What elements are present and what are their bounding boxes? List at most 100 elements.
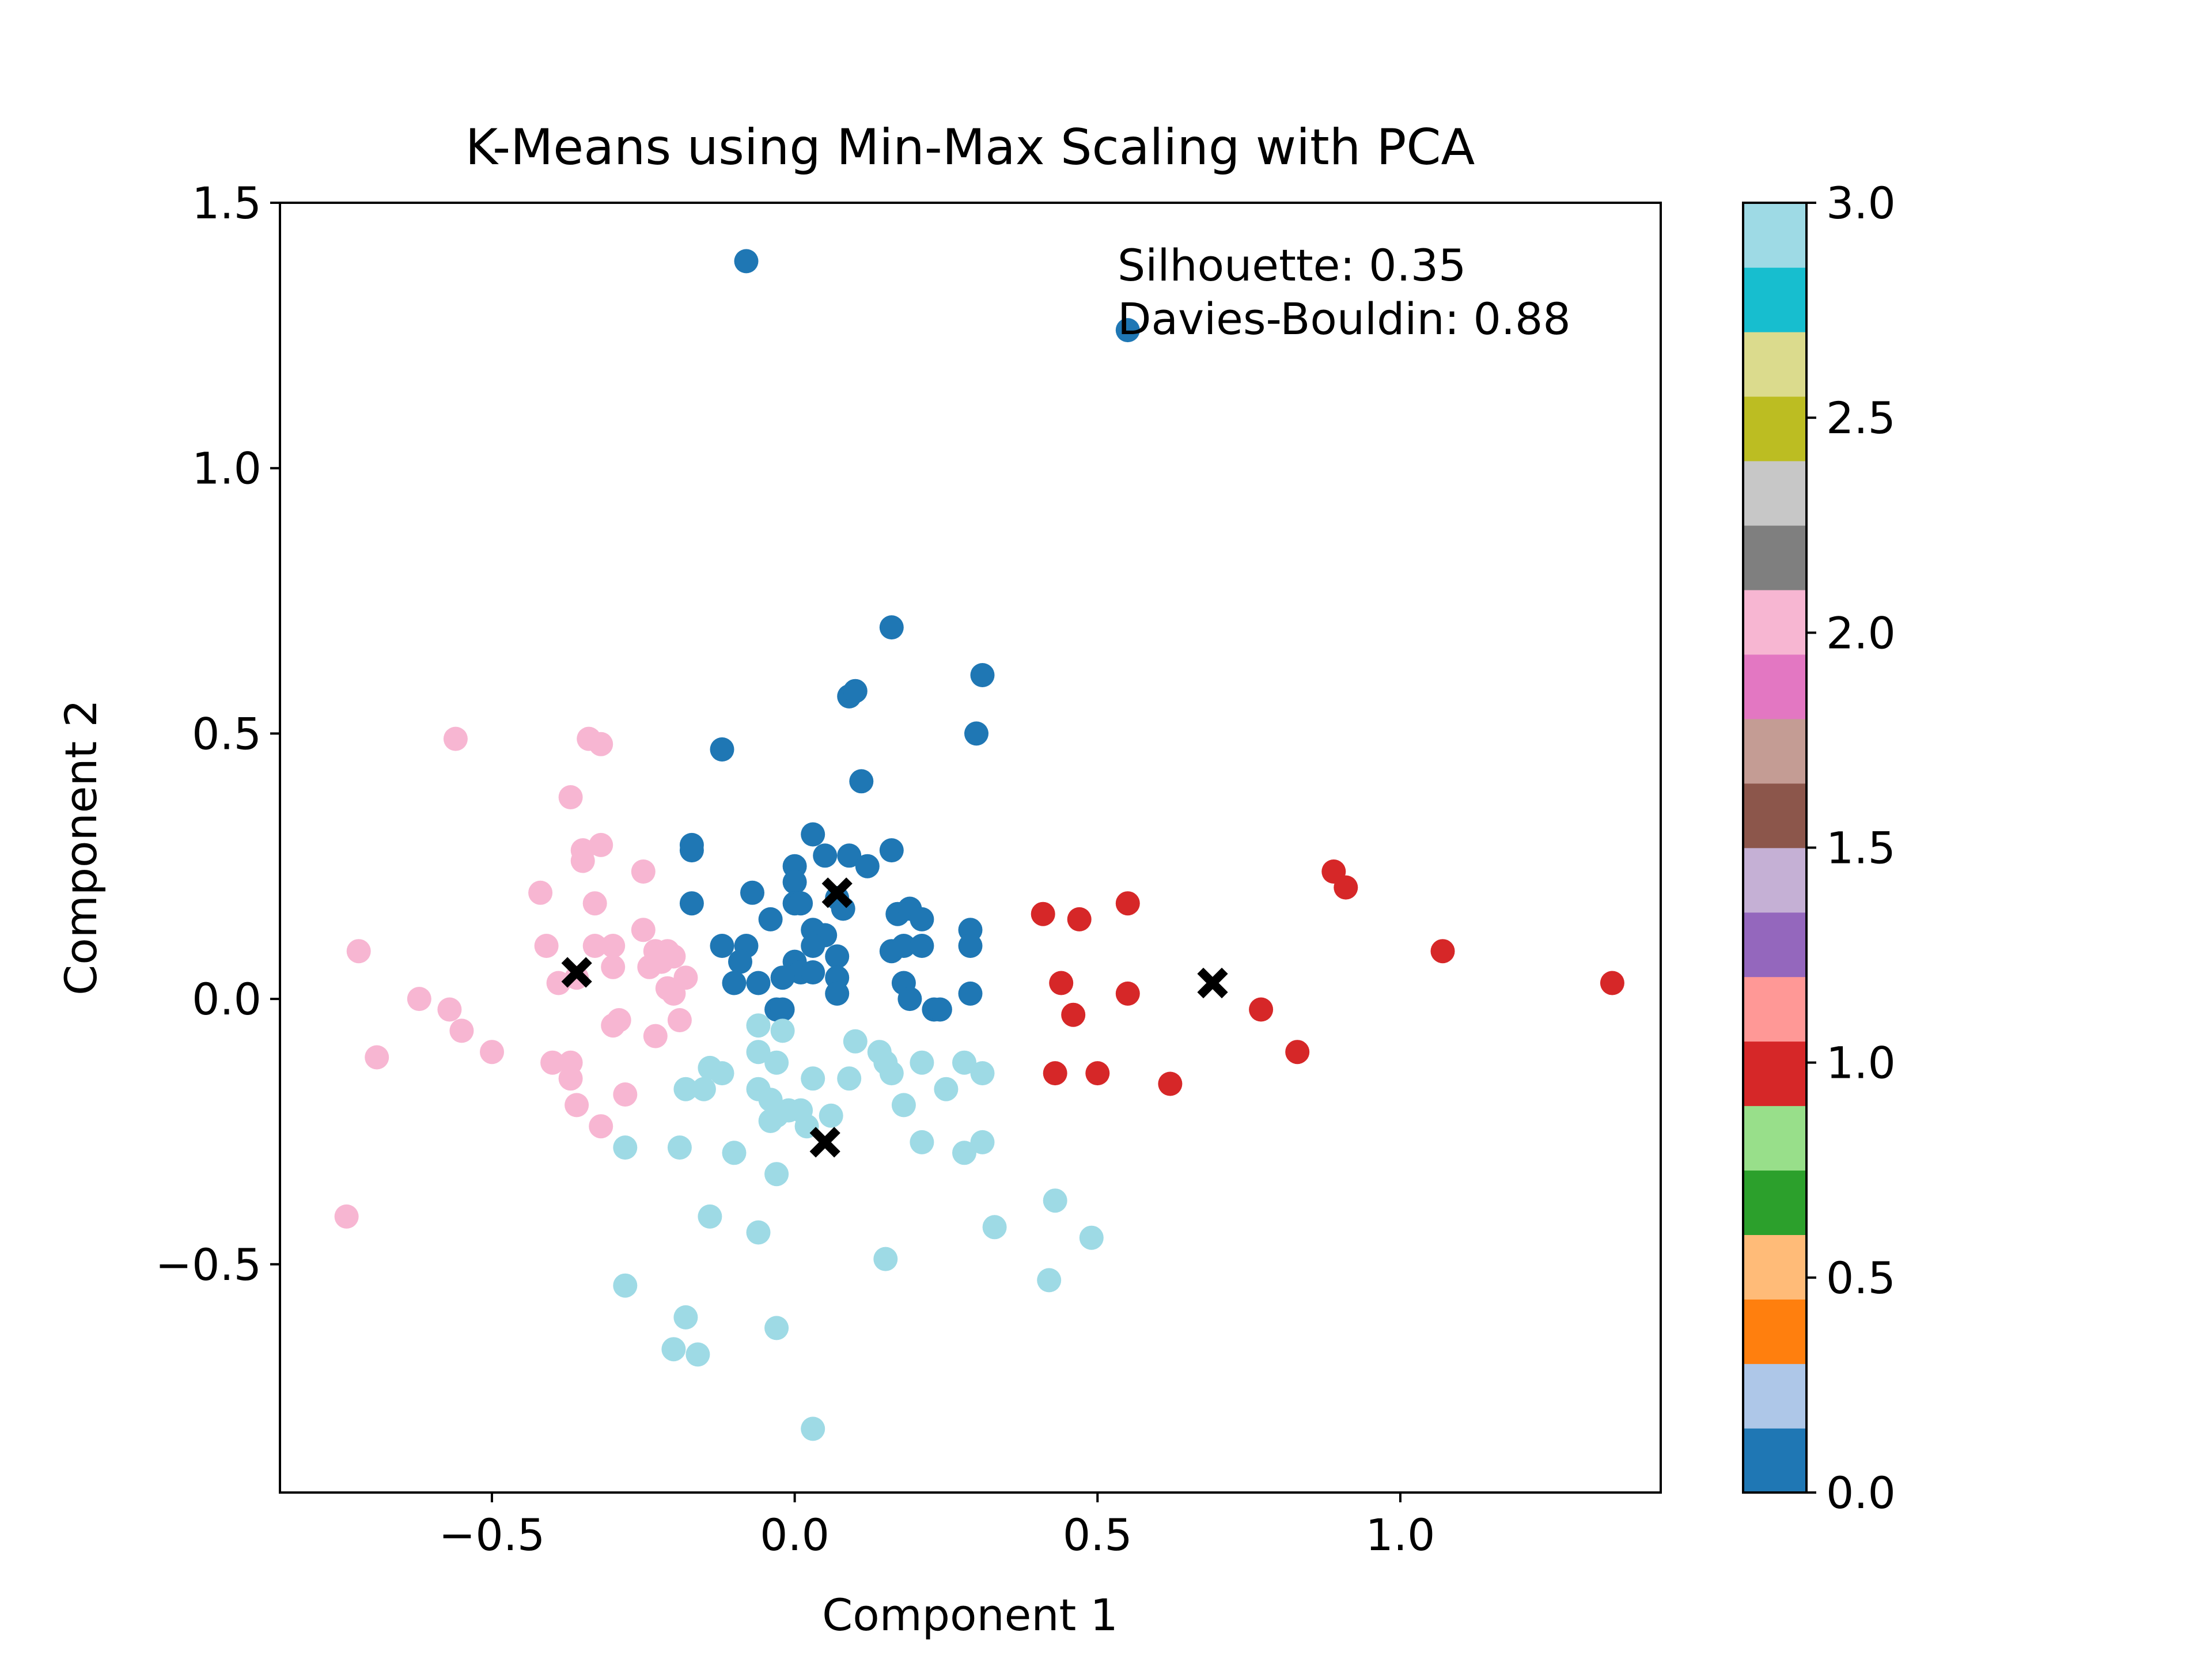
data-point-cluster-3 bbox=[891, 1093, 916, 1118]
data-point-cluster-0 bbox=[679, 891, 704, 916]
data-point-cluster-2 bbox=[570, 849, 595, 873]
data-point-cluster-2 bbox=[589, 732, 613, 756]
x-axis-label: Component 1 bbox=[822, 1589, 1118, 1641]
y-tick-label: 0.5 bbox=[192, 708, 262, 759]
data-point-cluster-1 bbox=[1430, 939, 1455, 964]
data-point-cluster-0 bbox=[970, 663, 995, 687]
y-tick-label: −0.5 bbox=[155, 1239, 262, 1290]
y-axis-label: Component 2 bbox=[55, 699, 107, 995]
data-point-cluster-3 bbox=[770, 1018, 795, 1043]
data-point-cluster-0 bbox=[801, 960, 825, 984]
centroid-marker bbox=[1197, 967, 1228, 999]
data-point-cluster-0 bbox=[843, 679, 868, 703]
data-point-cluster-3 bbox=[910, 1050, 934, 1075]
y-axis: −0.5 0.0 0.5 1.0 1.5 bbox=[155, 177, 280, 1290]
data-point-cluster-0 bbox=[801, 822, 825, 847]
colorbar-tick-label: 3.0 bbox=[1826, 177, 1896, 229]
data-point-cluster-2 bbox=[631, 918, 656, 942]
data-point-cluster-3 bbox=[873, 1247, 898, 1271]
data-point-cluster-3 bbox=[673, 1077, 698, 1101]
data-point-cluster-0 bbox=[927, 997, 952, 1022]
data-point-cluster-1 bbox=[1249, 997, 1274, 1022]
data-point-cluster-3 bbox=[746, 1013, 771, 1038]
x-tick-label: 1.0 bbox=[1365, 1509, 1435, 1560]
data-point-cluster-2 bbox=[449, 1018, 474, 1043]
data-point-cluster-1 bbox=[1285, 1040, 1310, 1065]
colorbar-segment bbox=[1743, 1363, 1806, 1429]
data-point-cluster-1 bbox=[1031, 902, 1055, 926]
data-point-cluster-2 bbox=[558, 785, 583, 809]
data-point-cluster-2 bbox=[365, 1045, 389, 1070]
data-point-cluster-0 bbox=[770, 997, 795, 1022]
data-point-cluster-0 bbox=[813, 843, 838, 868]
data-point-cluster-3 bbox=[764, 1316, 789, 1340]
colorbar-segment bbox=[1743, 1170, 1806, 1235]
data-point-cluster-3 bbox=[661, 1337, 686, 1362]
colorbar-segment bbox=[1743, 1234, 1806, 1300]
data-point-cluster-0 bbox=[879, 615, 904, 640]
data-point-cluster-2 bbox=[631, 859, 656, 884]
data-point-cluster-2 bbox=[565, 1093, 589, 1118]
data-point-cluster-0 bbox=[958, 981, 983, 1006]
data-point-cluster-0 bbox=[722, 971, 747, 995]
data-point-cluster-0 bbox=[910, 907, 934, 931]
data-point-cluster-2 bbox=[546, 971, 571, 995]
data-point-cluster-2 bbox=[661, 981, 686, 1006]
colorbar-segment bbox=[1743, 847, 1806, 913]
colorbar-segment bbox=[1743, 783, 1806, 849]
data-point-cluster-2 bbox=[667, 1008, 692, 1032]
data-point-cluster-3 bbox=[819, 1103, 843, 1128]
data-point-cluster-0 bbox=[789, 891, 813, 916]
data-point-cluster-0 bbox=[837, 843, 862, 868]
data-points bbox=[334, 249, 1624, 1441]
colorbar-segment bbox=[1743, 912, 1806, 978]
data-point-cluster-3 bbox=[746, 1220, 771, 1245]
colorbar-tick-label: 0.0 bbox=[1826, 1467, 1896, 1518]
data-point-cluster-2 bbox=[407, 987, 431, 1012]
data-point-cluster-1 bbox=[1334, 875, 1358, 900]
data-point-cluster-3 bbox=[910, 1130, 934, 1154]
data-point-cluster-2 bbox=[601, 955, 626, 979]
colorbar-segment bbox=[1743, 654, 1806, 719]
data-point-cluster-2 bbox=[601, 934, 626, 958]
colorbar-tick-label: 1.0 bbox=[1826, 1037, 1896, 1089]
data-point-cluster-3 bbox=[1043, 1188, 1067, 1213]
data-point-cluster-0 bbox=[825, 981, 850, 1006]
data-point-cluster-2 bbox=[601, 1013, 626, 1038]
data-point-cluster-1 bbox=[1115, 981, 1140, 1006]
colorbar-segment bbox=[1743, 1041, 1806, 1107]
data-point-cluster-0 bbox=[740, 880, 764, 905]
data-point-cluster-3 bbox=[746, 1040, 771, 1065]
colorbar-segment bbox=[1743, 1299, 1806, 1364]
data-point-cluster-0 bbox=[710, 737, 734, 762]
data-point-cluster-1 bbox=[1158, 1071, 1183, 1096]
data-point-cluster-2 bbox=[582, 891, 607, 916]
data-point-cluster-0 bbox=[734, 249, 759, 274]
data-point-cluster-2 bbox=[643, 1024, 668, 1048]
data-point-cluster-2 bbox=[558, 1066, 583, 1091]
colorbar-tick-label: 1.5 bbox=[1826, 823, 1896, 874]
data-point-cluster-3 bbox=[685, 1342, 710, 1367]
silhouette-annotation: Silhouette: 0.35 bbox=[1118, 240, 1466, 291]
data-point-cluster-2 bbox=[540, 1050, 565, 1075]
y-tick-label: 0.0 bbox=[192, 974, 262, 1025]
x-axis: −0.5 0.0 0.5 1.0 bbox=[439, 1493, 1435, 1560]
data-point-cluster-2 bbox=[480, 1040, 504, 1065]
data-point-cluster-3 bbox=[801, 1416, 825, 1441]
data-point-cluster-3 bbox=[801, 1066, 825, 1091]
chart-title: K-Means using Min-Max Scaling with PCA bbox=[465, 119, 1475, 176]
data-point-cluster-1 bbox=[1067, 907, 1092, 931]
data-point-cluster-1 bbox=[1600, 971, 1624, 995]
data-point-cluster-2 bbox=[346, 939, 371, 964]
data-point-cluster-0 bbox=[782, 870, 807, 895]
data-point-cluster-3 bbox=[952, 1141, 976, 1165]
data-point-cluster-3 bbox=[970, 1130, 995, 1154]
data-point-cluster-1 bbox=[1085, 1061, 1110, 1086]
data-point-cluster-3 bbox=[764, 1162, 789, 1187]
colorbar-segment bbox=[1743, 203, 1806, 268]
data-point-cluster-3 bbox=[613, 1273, 638, 1298]
data-point-cluster-3 bbox=[952, 1050, 976, 1075]
centroid-markers bbox=[561, 877, 1228, 1158]
davies-bouldin-annotation: Davies-Bouldin: 0.88 bbox=[1118, 293, 1571, 344]
